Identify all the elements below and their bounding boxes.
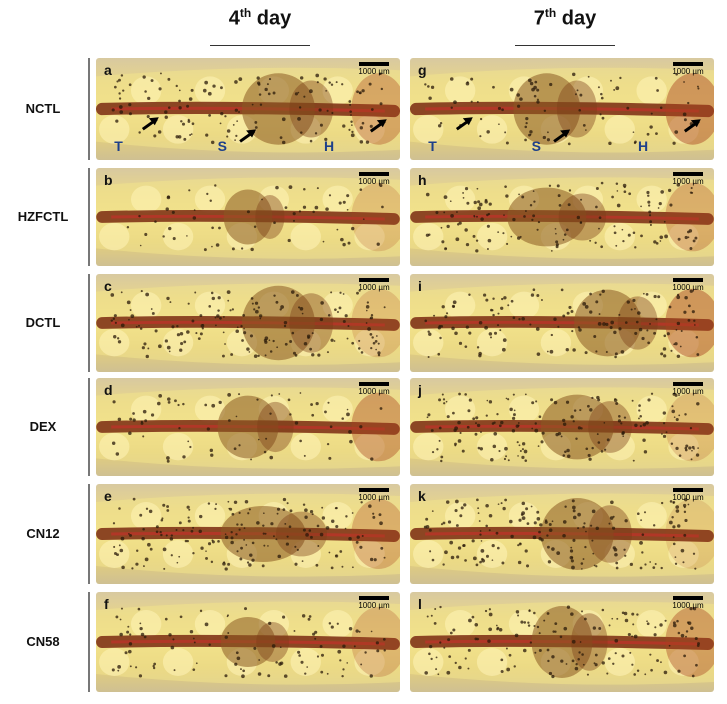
scale-bar-label: 1000 µm	[672, 177, 704, 186]
scale-bar-label: 1000 µm	[672, 601, 704, 610]
larva-photo	[96, 177, 400, 259]
scale-bar: 1000 µm	[354, 488, 394, 502]
scale-bar-label: 1000 µm	[672, 283, 704, 292]
row-divider	[88, 378, 90, 476]
scale-bar-line	[673, 596, 703, 600]
larva-photo	[410, 387, 714, 469]
larva-photo	[96, 67, 400, 153]
larva-photo	[96, 283, 400, 365]
scale-bar-line	[673, 62, 703, 66]
panel-letter: l	[418, 596, 422, 612]
larva-photo	[410, 283, 714, 365]
larva-image-panel-h: h 1000 µm	[410, 168, 714, 266]
scale-bar-label: 1000 µm	[358, 67, 390, 76]
region-label-head: H	[638, 138, 649, 154]
scale-bar-line	[673, 488, 703, 492]
scale-bar-line	[359, 62, 389, 66]
scale-bar-label: 1000 µm	[358, 387, 390, 396]
region-label-swim-bladder: S	[217, 138, 227, 154]
scale-bar-line	[359, 278, 389, 282]
row-label-cn58: CN58	[26, 634, 60, 649]
scale-bar: 1000 µm	[668, 62, 708, 76]
larva-photo	[410, 601, 714, 685]
scale-bar: 1000 µm	[668, 488, 708, 502]
scale-bar-label: 1000 µm	[672, 67, 704, 76]
scale-bar-label: 1000 µm	[358, 493, 390, 502]
larva-image-panel-k: k 1000 µm	[410, 484, 714, 584]
row-label-hzfctl: HZFCTL	[17, 209, 69, 224]
region-label-tail: T	[114, 138, 123, 154]
larva-photo	[96, 601, 400, 685]
scale-bar-line	[359, 596, 389, 600]
scale-bar-line	[673, 382, 703, 386]
row-label-nctl: NCTL	[25, 101, 61, 116]
column-title-4th-day: 4th day	[200, 6, 320, 46]
region-label-head: H	[324, 138, 335, 154]
scale-bar: 1000 µm	[354, 172, 394, 186]
larva-photo	[96, 387, 400, 469]
scale-bar-label: 1000 µm	[672, 493, 704, 502]
panel-letter: a	[104, 62, 112, 78]
panel-letter: b	[104, 172, 113, 188]
larva-image-panel-a: a 1000 µm T S H	[96, 58, 400, 160]
region-label-swim-bladder: S	[531, 138, 541, 154]
scale-bar: 1000 µm	[354, 382, 394, 396]
scale-bar-label: 1000 µm	[358, 601, 390, 610]
scale-bar-label: 1000 µm	[672, 387, 704, 396]
larva-image-panel-f: f 1000 µm	[96, 592, 400, 692]
scale-bar-line	[359, 382, 389, 386]
panel-letter: j	[418, 382, 422, 398]
panel-letter: c	[104, 278, 112, 294]
scale-bar-line	[359, 488, 389, 492]
scale-bar: 1000 µm	[668, 172, 708, 186]
larva-image-panel-e: e 1000 µm	[96, 484, 400, 584]
row-divider	[88, 592, 90, 692]
row-divider	[88, 58, 90, 160]
larva-image-panel-b: b 1000 µm	[96, 168, 400, 266]
scale-bar: 1000 µm	[668, 382, 708, 396]
larva-image-panel-l: l 1000 µm	[410, 592, 714, 692]
larva-image-panel-j: j 1000 µm	[410, 378, 714, 476]
row-divider	[88, 168, 90, 266]
larva-photo	[410, 493, 714, 577]
scale-bar-line	[673, 172, 703, 176]
larva-photo	[410, 67, 714, 153]
scale-bar-line	[359, 172, 389, 176]
region-label-tail: T	[428, 138, 437, 154]
larva-image-panel-i: i 1000 µm	[410, 274, 714, 372]
larva-photo	[96, 493, 400, 577]
larva-image-panel-d: d 1000 µm	[96, 378, 400, 476]
scale-bar: 1000 µm	[668, 278, 708, 292]
row-label-cn12: CN12	[26, 526, 60, 541]
scale-bar-label: 1000 µm	[358, 177, 390, 186]
scale-bar: 1000 µm	[354, 62, 394, 76]
larva-image-panel-g: g 1000 µm T S H	[410, 58, 714, 160]
panel-letter: h	[418, 172, 427, 188]
panel-letter: d	[104, 382, 113, 398]
panel-letter: i	[418, 278, 422, 294]
scale-bar-label: 1000 µm	[358, 283, 390, 292]
scale-bar: 1000 µm	[354, 278, 394, 292]
column-title-7th-day: 7th day	[505, 6, 625, 46]
larva-image-panel-c: c 1000 µm	[96, 274, 400, 372]
panel-letter: f	[104, 596, 109, 612]
row-divider	[88, 274, 90, 372]
scale-bar-line	[673, 278, 703, 282]
row-divider	[88, 484, 90, 584]
panel-letter: e	[104, 488, 112, 504]
larva-photo	[410, 177, 714, 259]
panel-letter: g	[418, 62, 427, 78]
row-label-dex: DEX	[29, 419, 57, 434]
row-label-dctl: DCTL	[25, 315, 61, 330]
panel-letter: k	[418, 488, 426, 504]
scale-bar: 1000 µm	[354, 596, 394, 610]
scale-bar: 1000 µm	[668, 596, 708, 610]
